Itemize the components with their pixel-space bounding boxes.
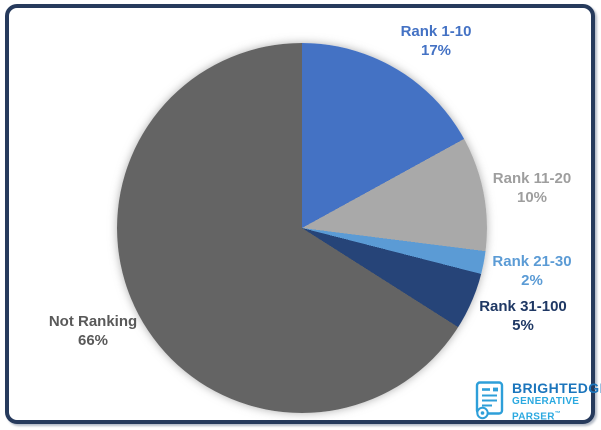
certificate-parser-icon xyxy=(473,380,506,425)
slice-percent-text: 2% xyxy=(521,272,543,289)
slice-percent-text: 66% xyxy=(77,332,109,349)
brightedge-logo-subtitle: GENERATIVE PARSER™ xyxy=(512,396,580,423)
slice-label-rank-1-10: Rank 1-10 17% xyxy=(376,22,496,60)
slice-label-rank-21-30: Rank 21-30 2% xyxy=(472,252,592,290)
brightedge-logo-text: BRIGHTEDGE GENERATIVE PARSER™ xyxy=(512,381,601,423)
slice-label-text: Rank 21-30 xyxy=(492,253,572,270)
slice-label-text: Rank 31-100 xyxy=(479,298,567,315)
brightedge-logo-name: BRIGHTEDGE xyxy=(512,380,601,397)
slice-percent-text: 5% xyxy=(512,317,534,334)
chart-card: Rank 1-10 17% Rank 11-20 10% Rank 21-30 … xyxy=(5,4,601,424)
slice-label-text: Rank 1-10 xyxy=(400,23,472,40)
brightedge-logo: BRIGHTEDGE GENERATIVE PARSER™ xyxy=(473,380,601,425)
slice-label-rank-11-20: Rank 11-20 10% xyxy=(472,169,592,207)
trademark-symbol: ™ xyxy=(554,411,562,418)
slice-percent-text: 17% xyxy=(420,42,452,59)
slice-label-text: Not Ranking xyxy=(48,313,138,330)
pie-chart xyxy=(117,43,487,413)
slice-label-rank-31-100: Rank 31-100 5% xyxy=(463,297,583,335)
slice-label-text: Rank 11-20 xyxy=(492,170,572,187)
slice-percent-text: 10% xyxy=(516,189,548,206)
slice-label-not-ranking: Not Ranking 66% xyxy=(33,312,153,350)
